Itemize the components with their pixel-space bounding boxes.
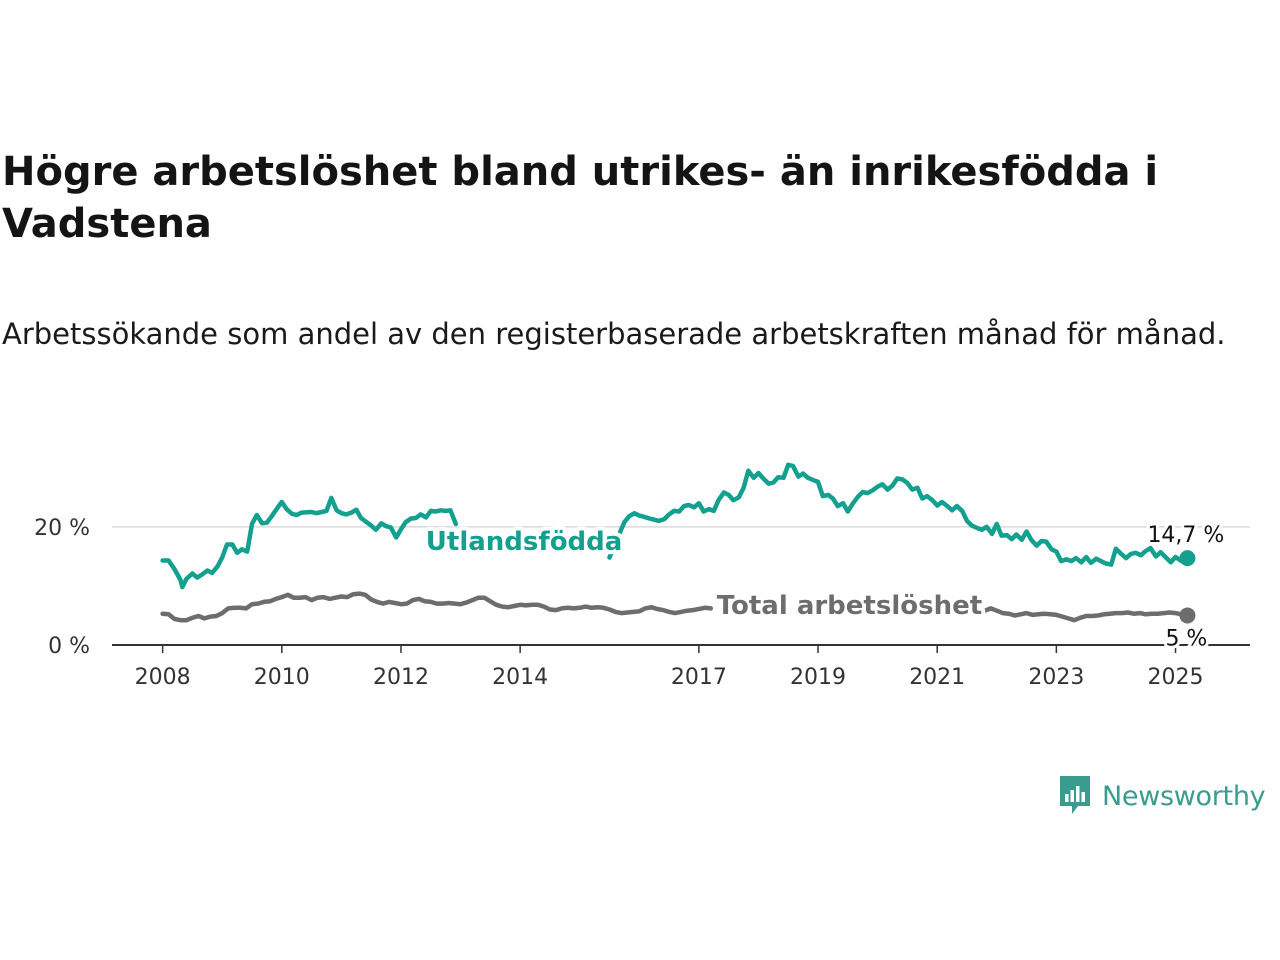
x-tick-label: 2008 bbox=[135, 665, 191, 690]
series-line-total bbox=[160, 591, 714, 623]
brand-name: Newsworthy bbox=[1102, 780, 1266, 812]
newsworthy-logo-icon bbox=[1060, 776, 1090, 814]
series-line-utlandsfodda bbox=[607, 462, 1190, 567]
series-end-point bbox=[1179, 607, 1196, 624]
series-line-total bbox=[979, 606, 1190, 623]
end-value-total: 5 % bbox=[1165, 626, 1207, 651]
series-label-total-halo: Total arbetslöshet bbox=[717, 591, 982, 621]
y-tick-label: 0 % bbox=[48, 634, 90, 659]
end-value-utlandsfodda: 14,7 % bbox=[1147, 523, 1224, 548]
chart-title: Högre arbetslöshet bland utrikes- än inr… bbox=[2, 149, 1159, 247]
series-label-utlandsfodda-halo: Utlandsfödda bbox=[426, 527, 623, 557]
x-tick-label: 2021 bbox=[909, 665, 965, 690]
x-axis: 2008 2010 2012 2014 2017 2019 2021 2023 2025 bbox=[112, 644, 1250, 690]
x-tick-label: 2025 bbox=[1148, 665, 1204, 690]
y-tick-label: 20 % bbox=[34, 516, 90, 541]
x-tick-label: 2019 bbox=[790, 665, 846, 690]
x-tick-label: 2017 bbox=[671, 665, 727, 690]
series-end-point bbox=[1179, 550, 1196, 567]
x-tick-label: 2010 bbox=[254, 665, 310, 690]
series-label-total: Total arbetslöshet bbox=[717, 591, 982, 621]
chart-subtitle: Arbetssökande som andel av den registerb… bbox=[2, 317, 1226, 351]
x-tick-label: 2014 bbox=[492, 665, 548, 690]
x-tick-label: 2012 bbox=[373, 665, 429, 690]
x-tick-label: 2023 bbox=[1028, 665, 1084, 690]
series-label-utlandsfodda: Utlandsfödda bbox=[426, 527, 623, 557]
series-lines bbox=[160, 462, 1196, 624]
gridlines: 0 % 20 % bbox=[34, 516, 1250, 659]
newsworthy-logo[interactable]: Newsworthy bbox=[1058, 772, 1266, 820]
series-line-utlandsfodda bbox=[160, 495, 459, 590]
line-chart: 0 % 20 % 2008 2010 2012 2014 2017 2019 2021 2023… bbox=[34, 462, 1250, 690]
